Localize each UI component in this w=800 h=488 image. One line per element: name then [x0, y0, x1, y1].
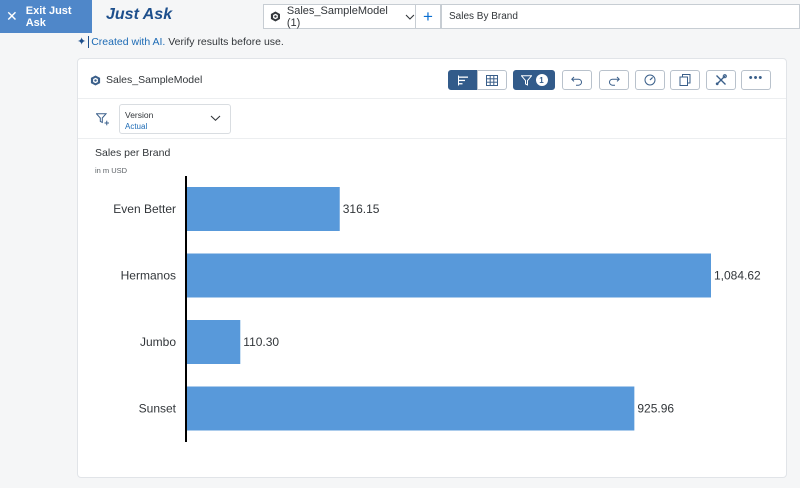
category-label: Even Better	[113, 202, 176, 216]
filter-bar: Version Actual	[78, 99, 786, 139]
plus-icon: +	[423, 6, 433, 26]
undo-icon	[571, 76, 582, 86]
bar-hermanos[interactable]	[187, 253, 711, 298]
table-icon	[486, 74, 498, 86]
bar-sunset[interactable]	[187, 386, 635, 431]
tools-button[interactable]	[706, 70, 736, 90]
sparkle-icon: ✦	[77, 36, 87, 48]
table-view-button[interactable]	[477, 70, 507, 90]
data-label: 925.96	[637, 402, 674, 416]
model-cube-icon	[90, 74, 101, 86]
bar-jumbo[interactable]	[187, 320, 241, 364]
ai-created-link[interactable]: Created with AI.	[91, 35, 166, 48]
data-label: 316.15	[343, 202, 380, 216]
exit-label: Exit Just Ask	[25, 4, 72, 29]
exit-just-ask-button[interactable]: ✕ Exit Just Ask	[0, 0, 92, 33]
ai-disclaimer: ✦ Created with AI. Verify results before…	[77, 35, 284, 48]
close-icon: ✕	[6, 8, 18, 24]
data-label: 110.30	[243, 335, 279, 349]
bar-chart-icon	[458, 75, 468, 85]
chevron-down-icon	[210, 115, 221, 122]
model-cube-icon	[270, 11, 280, 22]
model-select-value: Sales_SampleModel (1)	[286, 4, 388, 29]
copy-icon	[679, 74, 691, 86]
chevron-down-icon	[405, 14, 415, 20]
version-filter[interactable]: Version Actual	[119, 104, 231, 134]
gauge-icon	[644, 74, 656, 86]
app-title: Just Ask	[106, 6, 173, 23]
divider	[88, 35, 90, 48]
category-label: Jumbo	[140, 335, 176, 349]
add-filter-icon[interactable]	[96, 113, 110, 126]
add-button[interactable]: +	[416, 4, 441, 29]
chart-view-button[interactable]	[448, 70, 478, 90]
undo-button[interactable]	[562, 70, 592, 90]
version-label: Version	[125, 110, 154, 120]
version-value: Actual	[125, 122, 148, 131]
redo-icon	[609, 76, 620, 86]
card-header: Sales_SampleModel 1	[78, 59, 786, 99]
filter-icon	[520, 74, 532, 86]
category-label: Hermanos	[121, 269, 176, 283]
model-select[interactable]: Sales_SampleModel (1)	[263, 4, 416, 29]
bar-even-better[interactable]	[187, 187, 340, 231]
speed-button[interactable]	[635, 70, 665, 90]
redo-button[interactable]	[599, 70, 629, 90]
query-input[interactable]	[441, 4, 800, 29]
chart-title: Sales per Brand	[95, 147, 171, 159]
tools-icon	[715, 74, 727, 86]
ai-disclaimer-text: Verify results before use.	[165, 35, 284, 48]
card-model-name: Sales_SampleModel	[106, 74, 203, 86]
more-icon: •••	[748, 72, 764, 84]
bar-chart: Even Better 316.15 Hermanos 1,084.62 Jumbo 11…	[113, 176, 761, 442]
filter-count-badge: 1	[535, 74, 548, 86]
card-title: Sales_SampleModel	[90, 74, 202, 86]
data-label: 1,084.62	[714, 269, 761, 283]
more-button[interactable]: •••	[741, 70, 771, 90]
result-card: Sales_SampleModel 1	[77, 58, 787, 478]
chart-unit: in m USD	[95, 166, 128, 175]
copy-button[interactable]	[670, 70, 700, 90]
filter-button[interactable]: 1	[513, 70, 555, 90]
category-label: Sunset	[139, 402, 177, 416]
